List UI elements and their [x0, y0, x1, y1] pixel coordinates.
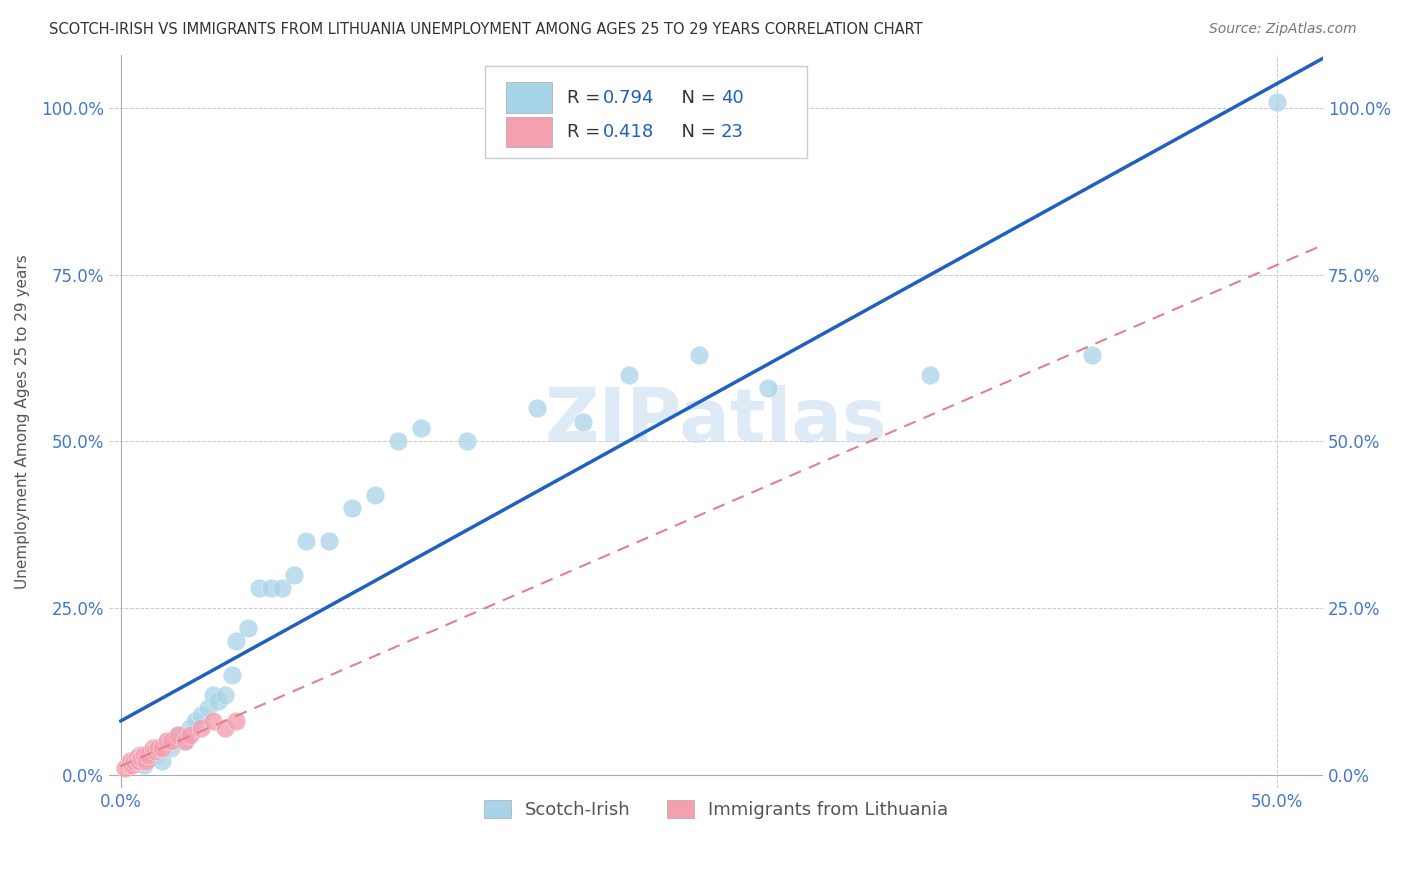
- Text: 0.418: 0.418: [603, 123, 654, 141]
- Point: [688, 348, 710, 362]
- Point: [572, 415, 595, 429]
- Point: [146, 740, 169, 755]
- Point: [174, 734, 197, 748]
- Point: [1081, 348, 1104, 362]
- Point: [1265, 95, 1288, 109]
- Text: 0.794: 0.794: [603, 88, 655, 107]
- Point: [202, 688, 225, 702]
- Point: [121, 754, 143, 768]
- Point: [190, 707, 212, 722]
- Point: [283, 567, 305, 582]
- Point: [247, 581, 270, 595]
- Point: [143, 747, 166, 762]
- Point: [156, 734, 179, 748]
- Point: [150, 740, 173, 755]
- Point: [214, 688, 236, 702]
- Text: N =: N =: [669, 88, 721, 107]
- Point: [318, 534, 340, 549]
- Point: [136, 751, 159, 765]
- Point: [526, 401, 548, 416]
- Point: [207, 694, 229, 708]
- Point: [128, 754, 150, 768]
- Point: [214, 721, 236, 735]
- Point: [132, 747, 155, 762]
- Point: [143, 744, 166, 758]
- Point: [236, 621, 259, 635]
- Point: [340, 501, 363, 516]
- Point: [225, 714, 247, 729]
- Text: SCOTCH-IRISH VS IMMIGRANTS FROM LITHUANIA UNEMPLOYMENT AMONG AGES 25 TO 29 YEARS: SCOTCH-IRISH VS IMMIGRANTS FROM LITHUANI…: [49, 22, 922, 37]
- Point: [160, 740, 183, 755]
- Point: [118, 754, 141, 768]
- Point: [756, 381, 779, 395]
- Point: [202, 714, 225, 729]
- Text: R =: R =: [567, 123, 606, 141]
- FancyBboxPatch shape: [485, 66, 807, 158]
- Point: [221, 667, 243, 681]
- Y-axis label: Unemployment Among Ages 25 to 29 years: Unemployment Among Ages 25 to 29 years: [15, 254, 30, 589]
- Point: [260, 581, 283, 595]
- Point: [294, 534, 316, 549]
- Point: [271, 581, 294, 595]
- Point: [114, 761, 136, 775]
- Point: [174, 734, 197, 748]
- FancyBboxPatch shape: [506, 117, 553, 147]
- Point: [619, 368, 641, 382]
- Point: [125, 751, 148, 765]
- Point: [135, 754, 157, 768]
- Text: 40: 40: [721, 88, 744, 107]
- Point: [131, 751, 153, 765]
- Point: [156, 734, 179, 748]
- Point: [142, 740, 165, 755]
- Point: [456, 434, 478, 449]
- Point: [364, 488, 387, 502]
- Point: [387, 434, 409, 449]
- Point: [160, 734, 183, 748]
- Point: [128, 747, 150, 762]
- Point: [132, 757, 155, 772]
- Legend: Scotch-Irish, Immigrants from Lithuania: Scotch-Irish, Immigrants from Lithuania: [477, 793, 956, 827]
- Point: [411, 421, 433, 435]
- Point: [121, 757, 143, 772]
- Point: [190, 721, 212, 735]
- Text: ZIPatlas: ZIPatlas: [544, 385, 887, 458]
- Text: R =: R =: [567, 88, 606, 107]
- Point: [150, 754, 173, 768]
- Text: 23: 23: [721, 123, 744, 141]
- Point: [179, 728, 201, 742]
- Point: [167, 728, 190, 742]
- Point: [918, 368, 941, 382]
- Point: [136, 747, 159, 762]
- Point: [146, 740, 169, 755]
- FancyBboxPatch shape: [506, 82, 553, 113]
- Point: [197, 701, 219, 715]
- Point: [179, 721, 201, 735]
- Text: Source: ZipAtlas.com: Source: ZipAtlas.com: [1209, 22, 1357, 37]
- Point: [183, 714, 205, 729]
- Point: [124, 754, 146, 768]
- Point: [167, 728, 190, 742]
- Text: N =: N =: [669, 123, 721, 141]
- Point: [225, 634, 247, 648]
